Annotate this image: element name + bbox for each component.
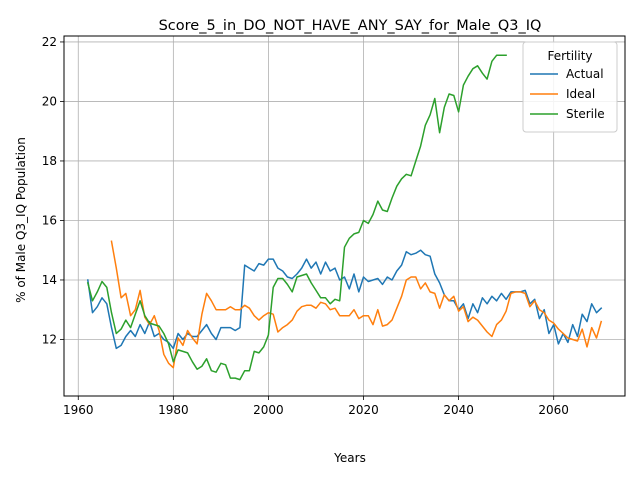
legend-label-sterile: Sterile: [566, 107, 605, 121]
plot-frame: [63, 35, 626, 397]
series-line-ideal: [110, 240, 603, 369]
legend: Fertility Actual Ideal Sterile: [522, 41, 618, 133]
legend-title: Fertility: [547, 49, 592, 63]
x-tick-label: 1960: [63, 403, 94, 417]
legend-entries: Actual Ideal Sterile: [530, 67, 605, 121]
y-tick-label: 16: [42, 213, 57, 227]
y-tick-label: 14: [42, 273, 57, 287]
series-lines: [86, 54, 603, 381]
x-axis-label: Years: [333, 451, 366, 465]
x-tick-label: 1980: [158, 403, 189, 417]
y-axis-label: % of Male Q3_IQ Population: [14, 137, 28, 303]
legend-box: [522, 41, 618, 133]
y-tick-label: 12: [42, 332, 57, 346]
series-line-sterile: [86, 54, 507, 381]
y-tick-label: 18: [42, 154, 57, 168]
y-tick-label: 20: [42, 94, 57, 108]
series-line-actual: [86, 249, 603, 350]
x-tick-label: 2060: [538, 403, 569, 417]
x-axis-ticks: 1960 1980 2000 2020 2040 2060: [63, 396, 569, 417]
chart-title: Score_5_in_DO_NOT_HAVE_ANY_SAY_for_Male_…: [159, 18, 542, 34]
x-tick-label: 2040: [443, 403, 474, 417]
y-tick-label: 22: [42, 35, 57, 49]
legend-label-ideal: Ideal: [566, 87, 595, 101]
x-tick-label: 2020: [348, 403, 379, 417]
x-tick-label: 2000: [253, 403, 284, 417]
y-axis-ticks: 12 14 16 18 20 22: [42, 35, 64, 346]
legend-label-actual: Actual: [566, 67, 604, 81]
